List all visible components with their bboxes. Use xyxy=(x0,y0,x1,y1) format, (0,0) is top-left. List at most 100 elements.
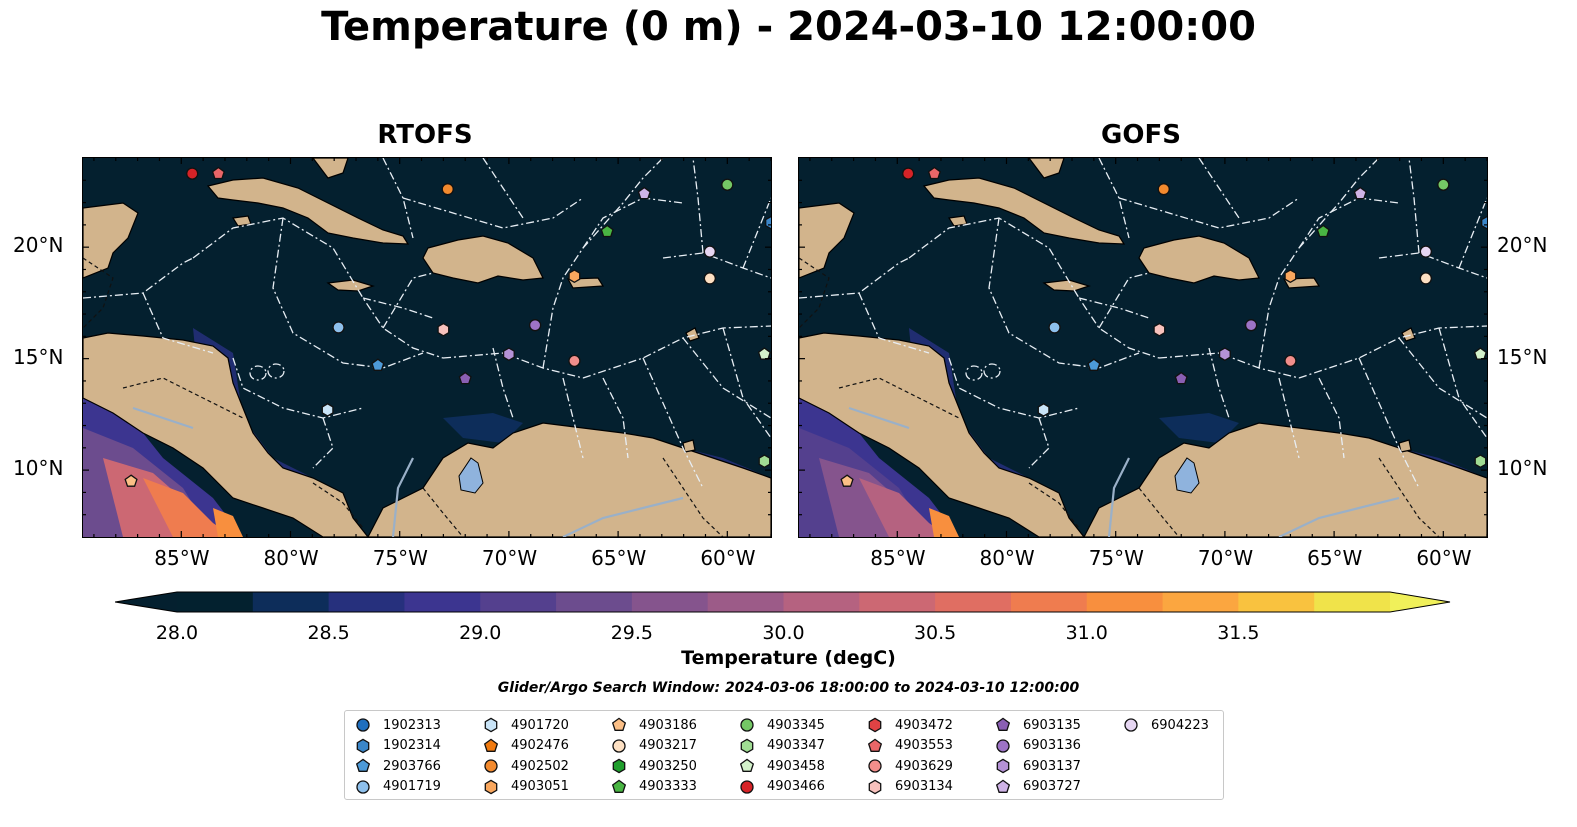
frame-ticks xyxy=(83,158,771,537)
legend-marker xyxy=(995,717,1011,731)
legend-marker xyxy=(740,718,754,732)
colorbar-segment xyxy=(1086,592,1164,612)
legend-marker xyxy=(611,717,627,731)
float-marker-4903345 xyxy=(1437,178,1450,191)
legend-item: 4903051 xyxy=(481,777,569,797)
float-marker-1902314 xyxy=(1481,215,1487,230)
legend-item: 1902313 xyxy=(353,715,441,735)
legend-marker xyxy=(356,718,370,732)
y-tick-label: 10°N xyxy=(13,456,64,481)
rivers xyxy=(132,406,684,537)
legend-label: 4903250 xyxy=(639,758,697,774)
legend-item: 2903766 xyxy=(353,756,441,776)
legend-marker xyxy=(483,738,499,752)
circle-marker-icon xyxy=(740,779,754,794)
colorbar-segment xyxy=(631,592,709,612)
legend-marker xyxy=(996,738,1010,753)
legend-label: 4903217 xyxy=(639,738,697,753)
legend-marker xyxy=(740,738,754,753)
legend-marker xyxy=(484,779,498,794)
float-marker-6903136 xyxy=(528,319,542,332)
circle-marker-icon xyxy=(356,779,370,794)
hexagon-marker-icon xyxy=(868,779,882,794)
legend-marker xyxy=(995,779,1011,793)
x-tick-label: 85°W xyxy=(154,546,210,570)
pentagon-marker-icon xyxy=(611,779,627,793)
map-panel-rtofs xyxy=(82,157,772,538)
float-marker-6904223 xyxy=(1419,245,1432,258)
hexagon-marker-icon xyxy=(484,779,498,794)
float-marker-4903553 xyxy=(927,166,941,180)
float-marker-4901720 xyxy=(1037,403,1050,417)
colorbar-segment xyxy=(252,592,330,612)
legend-marker xyxy=(996,758,1010,774)
float-marker-4902502 xyxy=(441,183,454,196)
legend-item: 4901720 xyxy=(481,715,569,735)
x-tick-label: 80°W xyxy=(979,546,1035,570)
float-marker-4901720 xyxy=(321,403,334,417)
circle-marker-icon xyxy=(996,738,1010,753)
float-marker-4903466 xyxy=(186,167,199,180)
float-marker-4903347 xyxy=(758,454,771,469)
legend-marker xyxy=(868,717,882,733)
y-tick-label: 15°N xyxy=(13,344,64,369)
pentagon-marker-icon xyxy=(995,779,1011,793)
legend-label: 4903051 xyxy=(511,779,569,794)
colorbar-extend-max xyxy=(1390,592,1450,612)
colorbar-title: Temperature (degC) xyxy=(681,647,896,669)
rivers xyxy=(848,406,1400,537)
legend-item: 4903250 xyxy=(609,756,697,776)
float-marker-4903333 xyxy=(600,224,614,238)
x-tick-label: 80°W xyxy=(263,546,319,570)
float-marker-4903629 xyxy=(568,354,581,368)
search-window-note: Glider/Argo Search Window: 2024-03-06 18… xyxy=(497,680,1080,696)
y-tick-label: 20°N xyxy=(1497,233,1548,258)
legend-marker xyxy=(1124,718,1138,732)
hexagon-marker-icon xyxy=(484,717,498,733)
float-marker-4902502 xyxy=(1157,183,1170,196)
float-marker-4903458 xyxy=(1473,347,1487,360)
colorbar-tick-label: 29.5 xyxy=(610,622,654,644)
legend-label: 1902313 xyxy=(383,717,441,733)
legend-item: 6903137 xyxy=(993,756,1081,776)
legend-item: 4903629 xyxy=(865,756,953,776)
panel-title-gofs: GOFS xyxy=(1101,120,1181,150)
circle-marker-icon xyxy=(356,718,370,732)
legend-item: 4903472 xyxy=(865,715,953,735)
legend-label: 4903347 xyxy=(767,738,825,753)
float-marker-4903345 xyxy=(721,178,734,191)
legend-item: 4903345 xyxy=(737,715,825,735)
legend-label: 6903136 xyxy=(1023,738,1081,753)
pentagon-marker-icon xyxy=(611,717,627,731)
x-tick-label: 65°W xyxy=(1307,546,1363,570)
legend-label: 1902314 xyxy=(383,738,441,753)
legend-item: 6904223 xyxy=(1121,715,1209,735)
pentagon-marker-icon xyxy=(995,717,1011,731)
x-tick-label: 70°W xyxy=(481,546,538,570)
float-marker-6903727 xyxy=(637,186,651,200)
legend-marker xyxy=(739,758,755,772)
legend-label: 4903186 xyxy=(639,717,697,733)
legend-label: 4902476 xyxy=(511,738,569,753)
float-marker-4903051 xyxy=(568,269,581,284)
legend-label: 6903727 xyxy=(1023,779,1081,794)
y-tick-label: 15°N xyxy=(1497,344,1548,369)
float-marker-6903136 xyxy=(1244,319,1258,332)
legend-marker xyxy=(356,738,370,753)
legend-marker xyxy=(612,758,626,774)
float-marker-4903051 xyxy=(1284,269,1297,284)
colorbar xyxy=(114,590,1455,618)
frame-ticks xyxy=(799,158,1487,537)
colorbar-tick-label: 30.5 xyxy=(913,622,957,644)
legend-marker xyxy=(484,759,498,773)
float-marker-4903466 xyxy=(902,167,915,180)
legend-marker xyxy=(868,779,882,794)
legend-label: 4901719 xyxy=(383,779,441,794)
pentagon-marker-icon xyxy=(867,738,883,752)
legend: 1902313 1902314 2903766 4901719 4901720 49024… xyxy=(344,710,1224,800)
float-marker-6903135 xyxy=(1174,371,1188,385)
float-marker-4903553 xyxy=(211,166,225,180)
legend-item: 6903727 xyxy=(993,777,1081,797)
legend-label: 4903629 xyxy=(895,758,953,774)
lake-maracaibo xyxy=(1174,457,1200,494)
